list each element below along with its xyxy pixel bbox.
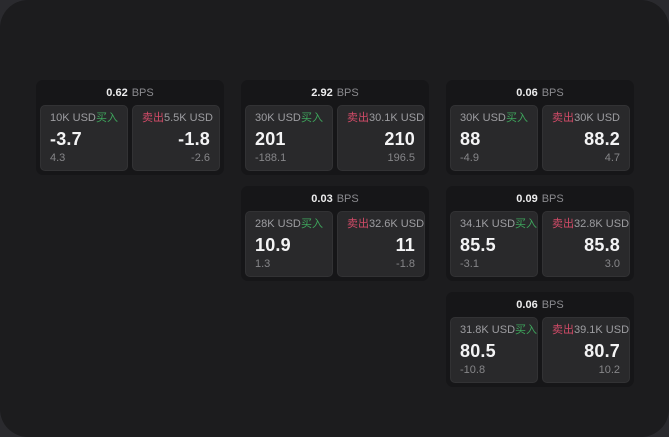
quote-card[interactable]: 2.92 BPS 30K USD 买入 201 -188.1 卖出 30.1K …	[241, 80, 429, 175]
buy-panel[interactable]: 31.8K USD 买入 80.5 -10.8	[450, 317, 538, 383]
buy-notional: 34.1K USD	[460, 218, 516, 230]
sell-tag: 卖出	[142, 112, 164, 124]
sell-notional: 5.5K USD	[164, 112, 213, 124]
buy-tag: 买入	[301, 112, 323, 124]
sell-tag: 卖出	[347, 112, 369, 124]
sell-notional: 32.6K USD	[369, 218, 425, 230]
card-bps-header: 0.06 BPS	[446, 80, 634, 105]
buy-price: 10.9	[255, 234, 291, 255]
sell-price: 80.7	[584, 340, 620, 361]
bps-unit-label: BPS	[541, 86, 564, 99]
bps-value: 0.62	[106, 86, 128, 99]
bps-unit-label: BPS	[131, 86, 154, 99]
bps-value: 2.92	[311, 86, 333, 99]
buy-panel[interactable]: 30K USD 买入 201 -188.1	[245, 105, 333, 171]
card-body: 31.8K USD 买入 80.5 -10.8 卖出 39.1K USD 80.…	[446, 317, 634, 387]
bps-unit-label: BPS	[541, 192, 564, 205]
card-body: 30K USD 买入 201 -188.1 卖出 30.1K USD 210 1…	[241, 105, 429, 175]
sell-tag: 卖出	[552, 218, 574, 230]
card-bps-header: 0.06 BPS	[446, 292, 634, 317]
buy-notional: 10K USD	[50, 112, 96, 124]
card-bps-header: 2.92 BPS	[241, 80, 429, 105]
buy-delta: 4.3	[50, 152, 66, 164]
buy-tag: 买入	[506, 112, 528, 124]
quote-card[interactable]: 0.03 BPS 28K USD 买入 10.9 1.3 卖出 32.6K US…	[241, 186, 429, 281]
quote-card[interactable]: 0.06 BPS 30K USD 买入 88 -4.9 卖出 30K USD 8…	[446, 80, 634, 175]
bps-unit-label: BPS	[336, 192, 359, 205]
sell-delta: -1.8	[396, 258, 415, 270]
sell-delta: 4.7	[604, 152, 620, 164]
sell-panel[interactable]: 卖出 32.6K USD 11 -1.8	[337, 211, 425, 277]
buy-tag: 买入	[515, 324, 538, 336]
buy-tag: 买入	[96, 112, 118, 124]
buy-panel[interactable]: 30K USD 买入 88 -4.9	[450, 105, 538, 171]
sell-price: 210	[384, 128, 415, 149]
card-body: 28K USD 买入 10.9 1.3 卖出 32.6K USD 11 -1.8	[241, 211, 429, 281]
buy-delta: -3.1	[460, 258, 479, 270]
sell-tag: 卖出	[347, 218, 369, 230]
sell-panel[interactable]: 卖出 5.5K USD -1.8 -2.6	[132, 105, 220, 171]
buy-tag: 买入	[515, 218, 538, 230]
buy-notional: 30K USD	[460, 112, 506, 124]
sell-price: 11	[395, 234, 415, 255]
card-body: 34.1K USD 买入 85.5 -3.1 卖出 32.8K USD 85.8…	[446, 211, 634, 281]
sell-price: -1.8	[178, 128, 210, 149]
sell-notional: 30.1K USD	[369, 112, 425, 124]
sell-notional: 30K USD	[574, 112, 620, 124]
buy-delta: -4.9	[460, 152, 479, 164]
sell-panel[interactable]: 卖出 30.1K USD 210 196.5	[337, 105, 425, 171]
bps-unit-label: BPS	[541, 298, 564, 311]
card-bps-header: 0.62 BPS	[36, 80, 224, 105]
sell-notional: 39.1K USD	[574, 324, 630, 336]
buy-price: 85.5	[460, 234, 496, 255]
buy-panel[interactable]: 28K USD 买入 10.9 1.3	[245, 211, 333, 277]
buy-notional: 31.8K USD	[460, 324, 516, 336]
buy-panel[interactable]: 10K USD 买入 -3.7 4.3	[40, 105, 128, 171]
buy-price: -3.7	[50, 128, 82, 149]
bps-value: 0.03	[311, 192, 333, 205]
card-body: 30K USD 买入 88 -4.9 卖出 30K USD 88.2 4.7	[446, 105, 634, 175]
sell-delta: 3.0	[604, 258, 620, 270]
quote-card[interactable]: 0.09 BPS 34.1K USD 买入 85.5 -3.1 卖出 32.8K…	[446, 186, 634, 281]
sell-panel[interactable]: 卖出 39.1K USD 80.7 10.2	[542, 317, 630, 383]
bps-value: 0.06	[516, 298, 538, 311]
sell-delta: 196.5	[387, 152, 415, 164]
card-bps-header: 0.03 BPS	[241, 186, 429, 211]
bps-unit-label: BPS	[336, 86, 359, 99]
sell-delta: 10.2	[598, 364, 620, 376]
quote-card[interactable]: 0.06 BPS 31.8K USD 买入 80.5 -10.8 卖出 39.1…	[446, 292, 634, 387]
buy-price: 88	[460, 128, 481, 149]
sell-panel[interactable]: 卖出 32.8K USD 85.8 3.0	[542, 211, 630, 277]
sell-delta: -2.6	[191, 152, 210, 164]
sell-panel[interactable]: 卖出 30K USD 88.2 4.7	[542, 105, 630, 171]
sell-price: 88.2	[584, 128, 620, 149]
buy-tag: 买入	[301, 218, 323, 230]
sell-notional: 32.8K USD	[574, 218, 630, 230]
buy-price: 80.5	[460, 340, 496, 361]
buy-notional: 28K USD	[255, 218, 301, 230]
quote-card[interactable]: 0.62 BPS 10K USD 买入 -3.7 4.3 卖出 5.5K USD…	[36, 80, 224, 175]
bps-value: 0.09	[516, 192, 538, 205]
buy-notional: 30K USD	[255, 112, 301, 124]
buy-delta: -10.8	[460, 364, 486, 376]
card-body: 10K USD 买入 -3.7 4.3 卖出 5.5K USD -1.8 -2.…	[36, 105, 224, 175]
sell-price: 85.8	[584, 234, 620, 255]
buy-price: 201	[255, 128, 286, 149]
buy-delta: -188.1	[255, 152, 287, 164]
bps-value: 0.06	[516, 86, 538, 99]
card-bps-header: 0.09 BPS	[446, 186, 634, 211]
sell-tag: 卖出	[552, 112, 574, 124]
sell-tag: 卖出	[552, 324, 574, 336]
buy-delta: 1.3	[255, 258, 271, 270]
buy-panel[interactable]: 34.1K USD 买入 85.5 -3.1	[450, 211, 538, 277]
